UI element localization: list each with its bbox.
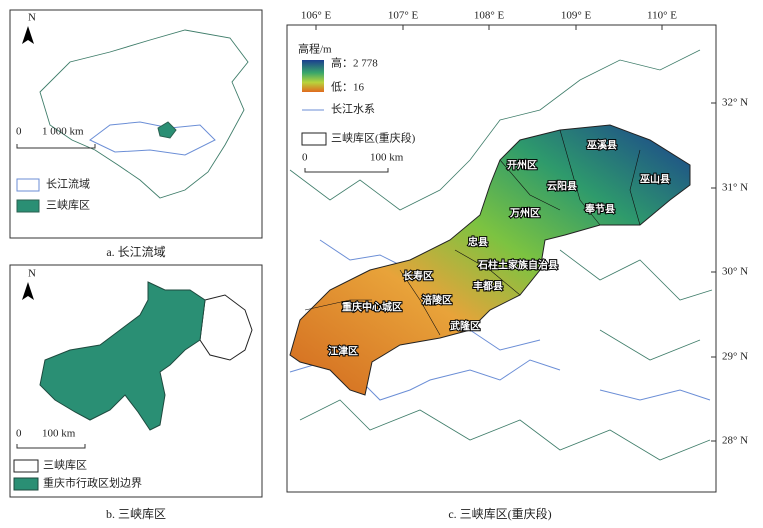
panel-frame: [286, 24, 717, 493]
north-arrow: [22, 26, 34, 44]
legend-label: 三峡库区: [46, 198, 90, 212]
scale-start: 0: [16, 126, 22, 138]
district-label: 丰都县: [473, 279, 503, 292]
caption: c. 三峡库区(重庆段): [448, 506, 551, 521]
district-label: 万州区: [509, 207, 540, 219]
china-outline: [39, 29, 249, 199]
lat-label: 31° N: [722, 182, 748, 194]
district-label: 重庆中心城区: [342, 300, 402, 313]
district-label: 江津区: [328, 344, 358, 357]
legend-label: 高：2 778: [331, 56, 378, 70]
legend-swatch: [301, 132, 327, 146]
district-label: 武隆区: [450, 319, 480, 332]
legend-label: 三峡库区(重庆段): [331, 131, 416, 145]
chongqing-boundary: [199, 294, 253, 361]
scale-bar: [16, 144, 96, 149]
scale-bar: [304, 168, 389, 173]
scale-end: 100 km: [370, 152, 404, 164]
lat-label: 32° N: [722, 97, 748, 109]
boundary-lines: [289, 49, 713, 461]
legend-label: 低：16: [331, 81, 364, 94]
panel-b: N 0 100 km 三峡库区 重庆市行政区划边界 b. 三峡库区: [9, 264, 263, 521]
scale-end: 1 000 km: [42, 126, 84, 138]
legend-label: 长江水系: [331, 103, 375, 116]
scale-start: 0: [16, 428, 22, 440]
legend-label: 三峡库区: [43, 458, 87, 472]
yangtze-basin: [89, 121, 216, 156]
lon-label: 108° E: [474, 10, 505, 22]
panel-frame: [9, 264, 263, 498]
panel-c: 106° E 107° E 108° E 109° E 110° E 32° N…: [286, 10, 748, 521]
panel-a: N 0 1 000 km 长江流域 三峡库区 a. 长江流域: [9, 9, 263, 259]
legend-label: 重庆市行政区划边界: [43, 476, 142, 490]
legend-swatch: [16, 178, 40, 192]
district-label: 奉节县: [584, 202, 615, 215]
caption: a. 长江流域: [106, 245, 165, 259]
elevation-ramp: [302, 60, 324, 92]
district-label: 涪陵区: [422, 293, 452, 306]
lat-label: 30° N: [722, 266, 748, 278]
lat-label: 29° N: [722, 351, 748, 363]
north-label: N: [28, 268, 36, 280]
legend-swatch: [16, 199, 40, 213]
panel-frame: [9, 9, 263, 239]
district-label: 长寿区: [403, 269, 433, 282]
river-network: [289, 239, 711, 401]
scale-bar: [16, 444, 86, 449]
admin-boundaries: [289, 49, 713, 461]
lat-label: 28° N: [722, 435, 748, 447]
reservoir-area: [157, 121, 177, 139]
lon-label: 107° E: [388, 10, 419, 22]
lon-label: 110° E: [647, 10, 677, 22]
reservoir-area: [39, 281, 206, 431]
district-label: 巫山县: [640, 172, 670, 185]
lon-label: 106° E: [301, 10, 332, 22]
district-label: 云阳县: [547, 180, 577, 192]
scale-start: 0: [302, 152, 308, 164]
district-label: 开州区: [507, 159, 537, 171]
district-label: 石柱土家族自治县: [477, 258, 558, 271]
district-label: 巫溪县: [587, 138, 617, 151]
north-label: N: [28, 12, 36, 24]
legend-title: 高程/m: [298, 42, 332, 56]
legend-label: 长江流域: [46, 177, 90, 191]
district-label: 忠县: [468, 235, 488, 248]
legend-swatch: [13, 477, 39, 491]
north-arrow: [22, 282, 34, 300]
legend-swatch: [13, 459, 39, 473]
scale-end: 100 km: [42, 428, 76, 440]
legend: 高程/m 高：2 778 低：16 长江水系 三峡库区(重庆段) 0 100 k…: [298, 42, 416, 173]
graticule-ticks: [315, 25, 716, 442]
lon-label: 109° E: [561, 10, 592, 22]
caption: b. 三峡库区: [106, 506, 166, 521]
district-borders: [304, 129, 641, 336]
reservoir-elevation: [289, 124, 691, 396]
